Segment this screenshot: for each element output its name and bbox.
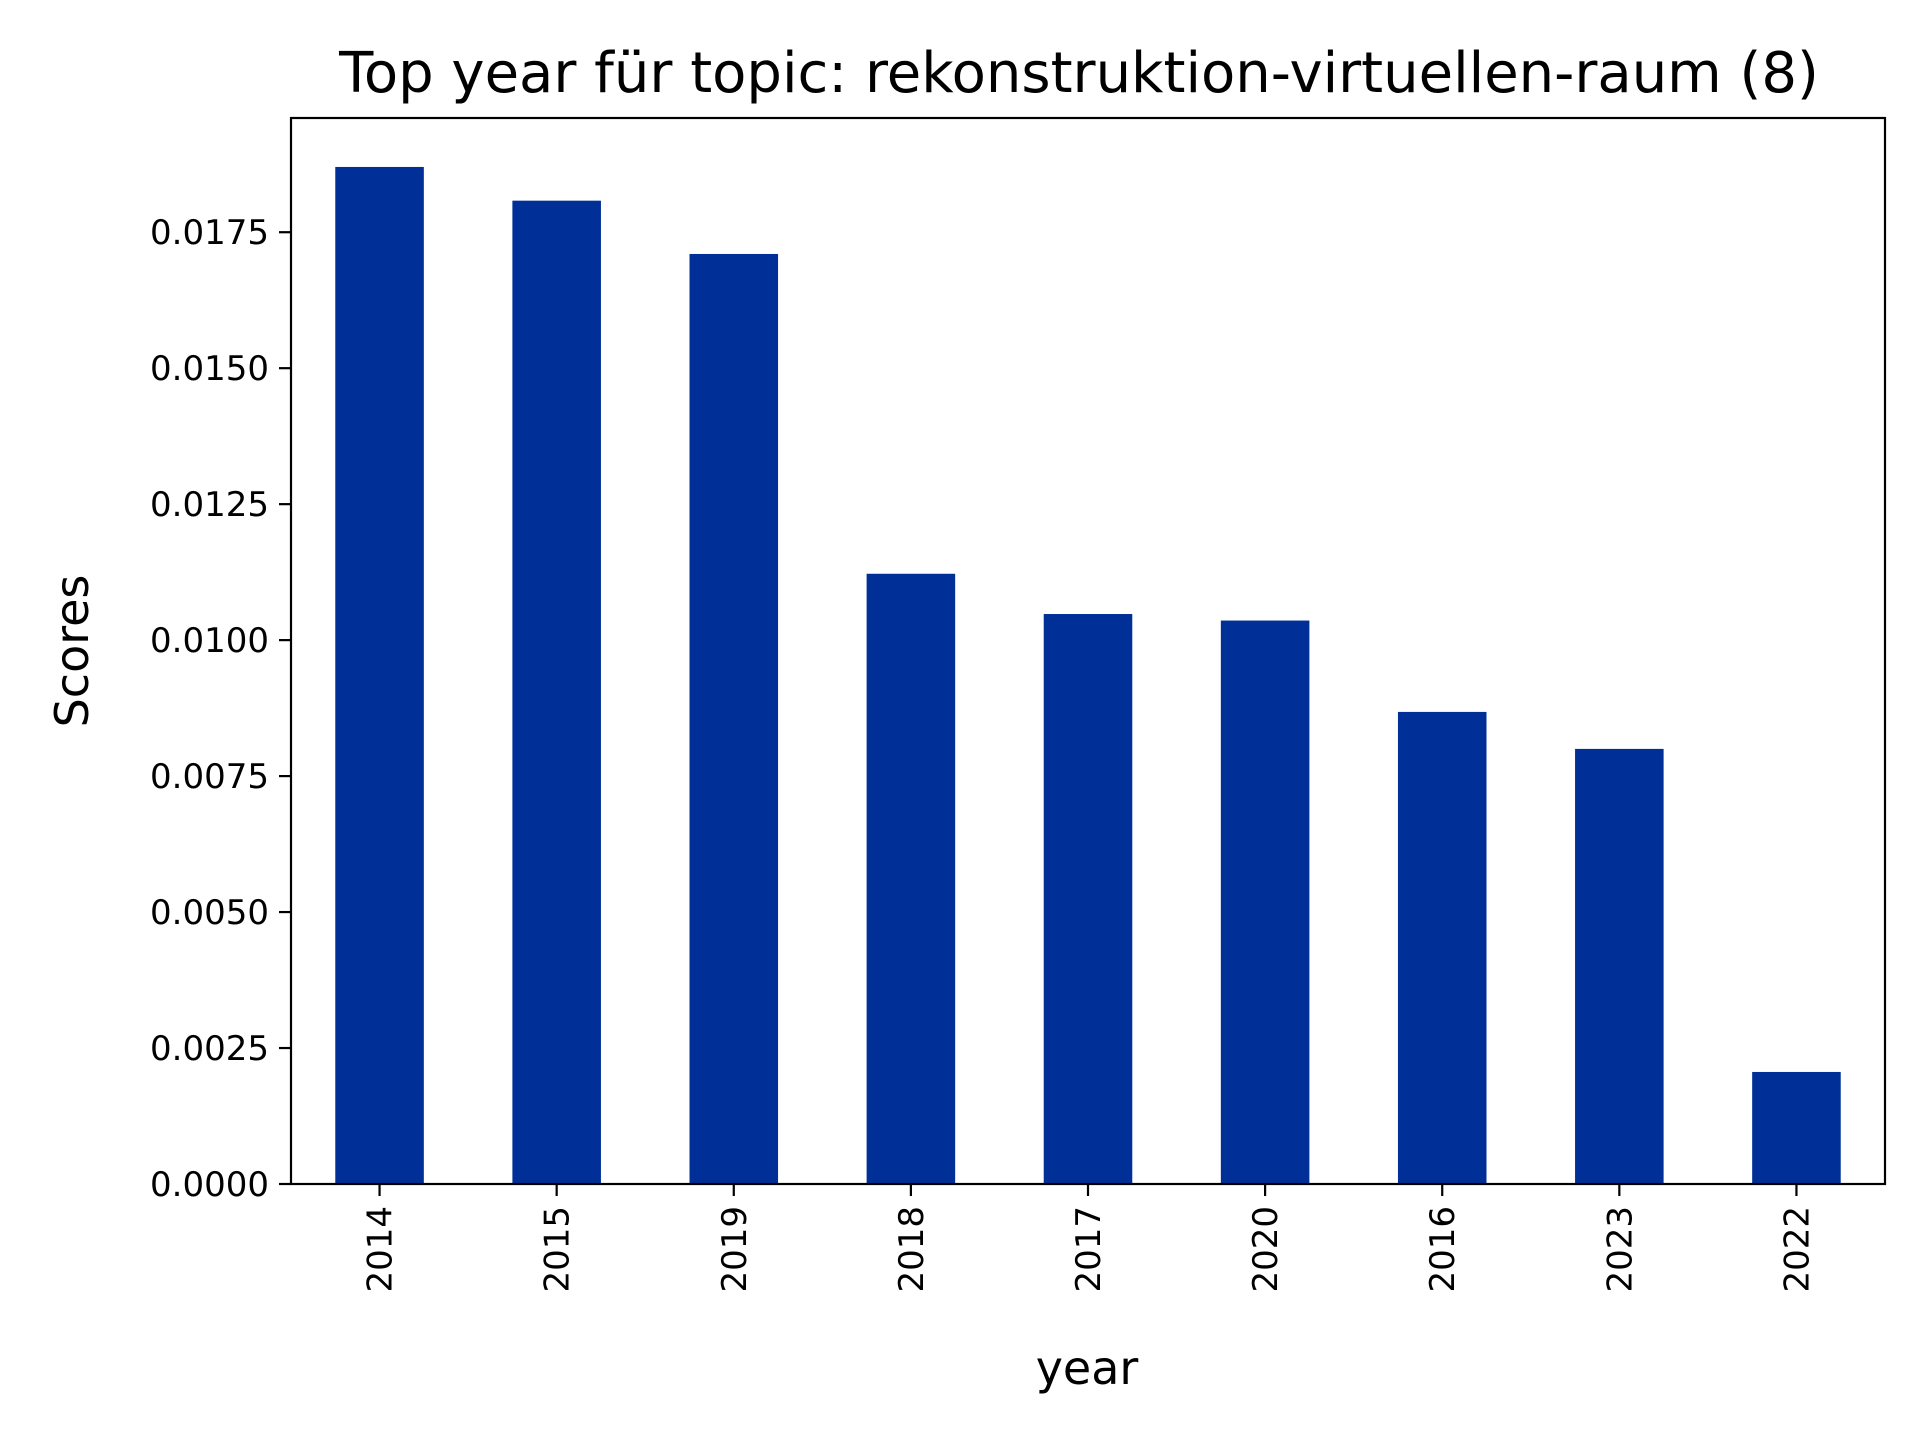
x-tick-label: 2018 [892, 1206, 932, 1293]
x-tick-label: 2015 [538, 1206, 578, 1293]
y-tick-label: 0.0000 [150, 1165, 269, 1205]
x-tick-label: 2019 [715, 1206, 755, 1293]
x-tick-label: 2022 [1777, 1206, 1817, 1293]
plot-frame [289, 116, 1887, 1186]
bar-2019 [689, 253, 779, 1185]
x-tick-label: 2020 [1246, 1206, 1286, 1293]
x-axis-label: year [1036, 1341, 1139, 1395]
y-axis: 0.0000 0.0025 0.0050 0.0075 0.0100 0.0125 0.01… [150, 213, 291, 1205]
bar-2018 [866, 573, 956, 1184]
y-axis-label: Scores [45, 575, 99, 728]
bar-2016 [1397, 711, 1487, 1184]
bar-2020 [1220, 620, 1310, 1184]
y-tick-label: 0.0100 [150, 621, 269, 661]
x-tick-label: 2016 [1423, 1206, 1463, 1293]
y-tick-label: 0.0025 [150, 1029, 269, 1069]
y-tick-label: 0.0075 [150, 757, 269, 797]
y-tick-label: 0.0150 [150, 349, 269, 389]
x-tick-label: 2023 [1600, 1206, 1640, 1293]
x-tick-label: 2017 [1069, 1206, 1109, 1293]
bar-2015 [512, 200, 601, 1185]
y-tick-label: 0.0050 [150, 893, 269, 933]
bar-2017 [1043, 614, 1133, 1184]
bar-2014 [335, 166, 424, 1184]
bar-2023 [1575, 748, 1664, 1184]
y-tick-label: 0.0125 [150, 485, 269, 525]
x-axis: 2014 2015 2019 2018 2017 2020 2016 2023 2022 [361, 1184, 1817, 1293]
y-tick-label: 0.0175 [150, 213, 269, 253]
bars-group [335, 166, 1841, 1185]
chart-title: Top year für topic: rekonstruktion-virtu… [338, 41, 1819, 106]
bar-2022 [1752, 1071, 1841, 1184]
x-tick-label: 2014 [361, 1206, 401, 1293]
